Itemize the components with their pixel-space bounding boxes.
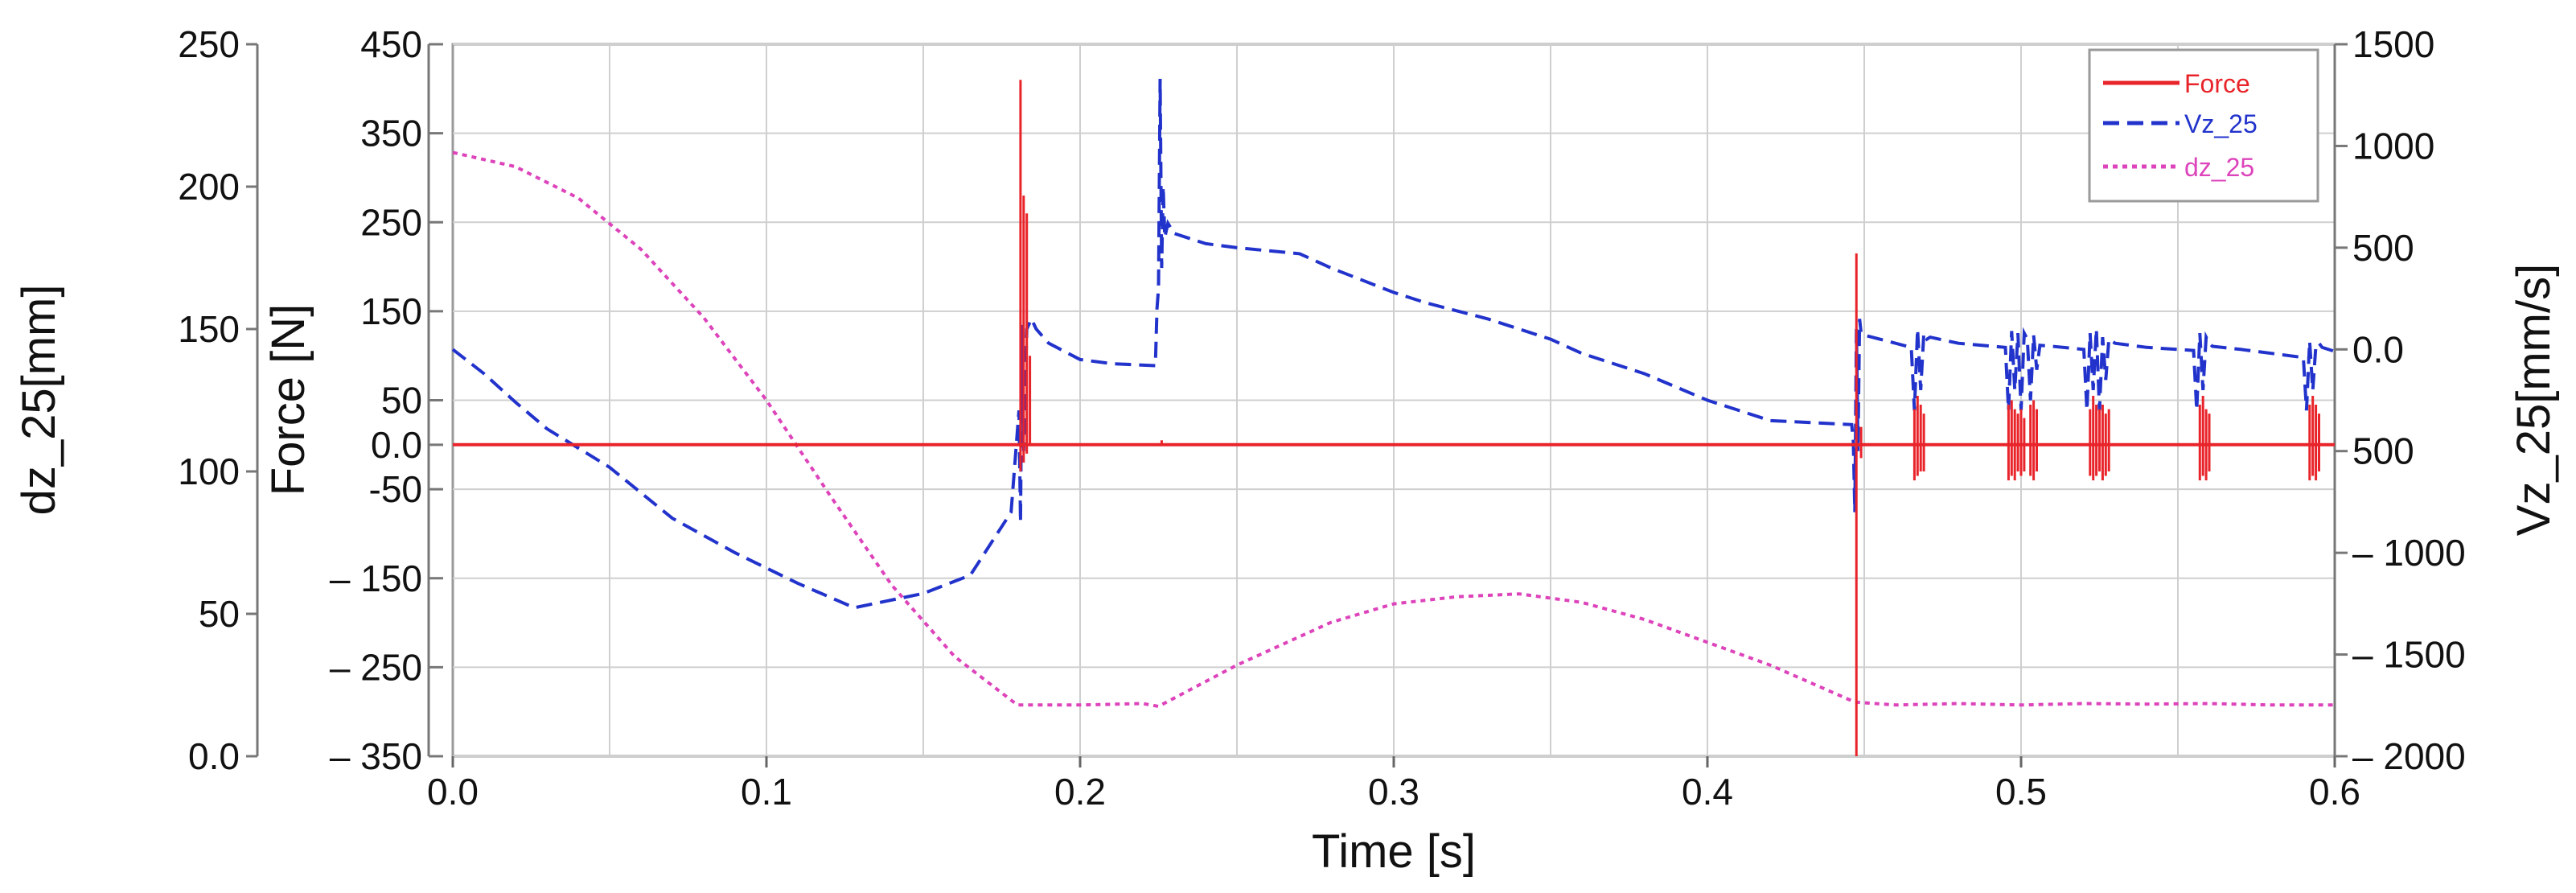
dz-tick-label: 250: [178, 23, 240, 65]
dz-tick-label: 50: [199, 593, 240, 635]
dz-tick-label: 0.0: [188, 735, 240, 777]
force-tick-label: 0.0: [371, 424, 422, 466]
force-axis: 450 350 250 150 500.0-50 – 150 – 250 – 350: [330, 23, 443, 777]
force-axis-title: Force [N]: [262, 304, 314, 496]
x-tick-label: 0.5: [1995, 771, 2047, 813]
x-axis-ticks: 0.0 0.1 0.2 0.3 0.4 0.5 0.6: [427, 756, 2360, 813]
dz-axis: 250 200 150 100 50 0.0: [178, 23, 259, 777]
force-tick-label: – 150: [330, 558, 422, 599]
force-tick-label: 450: [360, 23, 422, 65]
vz-tick-label: – 1500: [2352, 634, 2466, 676]
dz-tick-label: 100: [178, 451, 240, 492]
force-tick-label: 250: [360, 201, 422, 243]
x-tick-label: 0.2: [1054, 771, 1106, 813]
vz-tick-label: 500: [2352, 227, 2414, 269]
x-tick-label: 0.0: [427, 771, 479, 813]
force-tick-label: -50: [369, 468, 422, 510]
x-axis-title: Time [s]: [1312, 825, 1476, 878]
vz-tick-label: 0.0: [2352, 328, 2404, 370]
vz-axis: 1500 1000 500 0.0 500 – 1000 – 1500 – 2000: [2333, 23, 2466, 777]
legend-label-dz: dz_25: [2184, 153, 2254, 182]
legend: Force Vz_25 dz_25: [2088, 48, 2319, 203]
force-tick-label: – 250: [330, 646, 422, 688]
legend-label-force: Force: [2184, 69, 2250, 98]
x-tick-label: 0.3: [1368, 771, 1419, 813]
legend-label-vz: Vz_25: [2184, 109, 2258, 138]
series-line-dz_25: [452, 150, 2335, 709]
x-tick-label: 0.1: [741, 771, 792, 813]
vz-tick-label: – 2000: [2352, 735, 2466, 777]
dz-axis-title: dz_25[mm]: [13, 285, 65, 516]
vz-axis-title: Vz_25[mm/s]: [2508, 264, 2560, 536]
dz-tick-label: 200: [178, 166, 240, 208]
force-tick-label: 350: [360, 113, 422, 154]
x-tick-label: 0.4: [1682, 771, 1733, 813]
dz-tick-label: 150: [178, 308, 240, 350]
x-tick-label: 0.6: [2309, 771, 2360, 813]
force-tick-label: – 350: [330, 735, 422, 777]
force-tick-label: 150: [360, 290, 422, 332]
vz-tick-label: 1500: [2352, 23, 2434, 65]
vz-tick-label: 500: [2352, 430, 2414, 472]
legend-box: [2088, 48, 2319, 203]
series-layer: [451, 78, 2336, 756]
vz-tick-label: – 1000: [2352, 532, 2466, 574]
force-tick-label: 50: [381, 380, 422, 422]
vz-tick-label: 1000: [2352, 125, 2434, 167]
